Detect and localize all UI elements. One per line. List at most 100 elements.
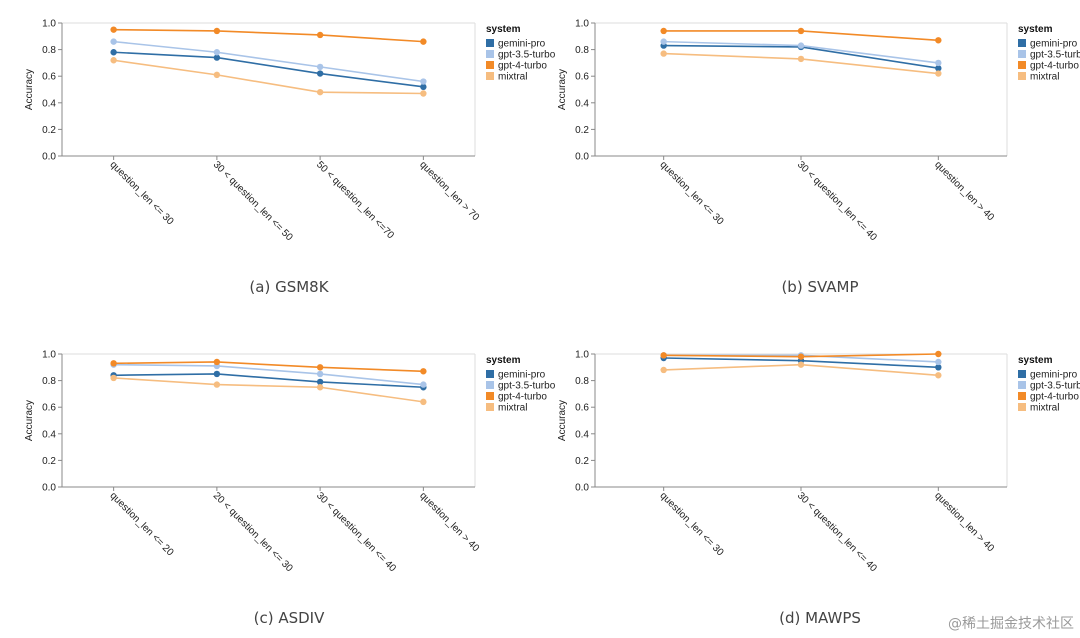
data-point-gpt-4-turbo xyxy=(213,358,221,366)
legend-entry-label: mixtral xyxy=(498,72,527,83)
legend-swatch-gpt-3.5-turbo xyxy=(1018,381,1026,389)
chart-panel-1: 0.0 0.2 0.4 0.6 0.8 1.0 Accuracy question_len <… xyxy=(24,19,556,297)
y-axis-label: Accuracy xyxy=(557,400,568,441)
data-point-gpt-4-turbo xyxy=(110,26,117,33)
y-tick-label: 0.2 xyxy=(575,125,589,136)
data-point-mixtral xyxy=(660,366,667,374)
data-point-gpt-3.5-turbo xyxy=(935,59,942,67)
y-tick-label: 0.8 xyxy=(575,376,589,387)
y-tick-label: 0.8 xyxy=(575,45,589,56)
x-tick-label: question_len <= 30 xyxy=(108,159,176,227)
legend-entry-label: gpt-4-turbo xyxy=(1030,61,1079,72)
legend-swatch-gpt-4-turbo xyxy=(486,392,494,400)
chart-caption: (c) ASDIV xyxy=(254,609,325,627)
legend: system gemini-progpt-3.5-turbogpt-4-turbo… xyxy=(1018,355,1080,414)
x-tick-label: 50 < question_len <=70 xyxy=(314,159,396,241)
x-tick-label: 30 < question_len <= 40 xyxy=(795,159,879,243)
y-tick-label: 0.0 xyxy=(575,152,589,163)
data-point-mixtral xyxy=(935,70,942,77)
y-axis-label: Accuracy xyxy=(557,69,568,110)
legend-swatch-mixtral xyxy=(1018,403,1026,411)
chart-panel-4: 0.0 0.2 0.4 0.6 0.8 1.0 Accuracy question_len <… xyxy=(557,350,1080,628)
x-tick-label: question_len > 40 xyxy=(932,159,996,223)
legend-swatch-mixtral xyxy=(486,403,494,411)
legend: system gemini-progpt-3.5-turbogpt-4-turbo… xyxy=(1018,24,1080,83)
data-point-gpt-4-turbo xyxy=(420,38,427,45)
legend-swatch-mixtral xyxy=(486,72,494,80)
data-point-gemini-pro xyxy=(213,54,221,61)
y-tick-label: 0.0 xyxy=(575,483,589,494)
y-tick-label: 0.0 xyxy=(42,483,56,494)
x-tick-label: question_len <= 30 xyxy=(658,490,726,558)
x-tick-label: question_len > 40 xyxy=(932,490,996,554)
y-tick-label: 1.0 xyxy=(575,19,589,30)
data-point-gemini-pro xyxy=(420,83,427,91)
legend-entry-label: gemini-pro xyxy=(1030,370,1078,381)
legend-entry-label: gpt-4-turbo xyxy=(498,392,547,403)
x-tick-label: 30 < question_len <= 40 xyxy=(314,490,398,574)
x-tick-label: 20 < question_len <= 30 xyxy=(211,490,295,574)
data-point-gpt-3.5-turbo xyxy=(110,38,117,45)
data-point-gpt-4-turbo xyxy=(316,31,324,39)
legend-swatch-mixtral xyxy=(1018,72,1026,80)
chart-panel-3: 0.0 0.2 0.4 0.6 0.8 1.0 Accuracy question_len <… xyxy=(24,350,556,628)
legend-swatch-gpt-3.5-turbo xyxy=(486,50,494,58)
data-point-gpt-4-turbo xyxy=(797,27,805,35)
legend-swatch-gpt-3.5-turbo xyxy=(486,381,494,389)
series-line-gpt-3.5-turbo xyxy=(113,363,424,386)
legend-swatch-gpt-4-turbo xyxy=(1018,61,1026,69)
legend-title: system xyxy=(1018,355,1053,366)
data-point-gemini-pro xyxy=(316,70,324,77)
legend-swatch-gpt-4-turbo xyxy=(486,61,494,69)
series-line-gpt-3.5-turbo xyxy=(113,40,424,83)
legend-entry-label: gpt-3.5-turbo xyxy=(498,50,556,61)
y-tick-label: 0.8 xyxy=(42,45,56,56)
data-point-mixtral xyxy=(110,57,117,64)
x-tick-label: 30 < question_len <= 40 xyxy=(795,490,879,574)
series-line-mixtral xyxy=(113,377,424,403)
chart-panel-2: 0.0 0.2 0.4 0.6 0.8 1.0 Accuracy question_len <… xyxy=(557,19,1080,297)
watermark-text: @稀土掘金技术社区 xyxy=(948,616,1074,632)
legend-swatch-gemini-pro xyxy=(1018,39,1026,47)
y-tick-label: 0.2 xyxy=(42,125,56,136)
data-point-mixtral xyxy=(213,71,221,79)
legend-title: system xyxy=(1018,24,1053,35)
data-point-gpt-4-turbo xyxy=(797,353,805,360)
data-point-mixtral xyxy=(797,361,805,368)
y-tick-label: 1.0 xyxy=(42,19,56,30)
legend: system gemini-progpt-3.5-turbogpt-4-turbo… xyxy=(486,355,556,414)
legend-swatch-gpt-3.5-turbo xyxy=(1018,50,1026,58)
data-point-mixtral xyxy=(420,398,427,406)
y-tick-label: 0.2 xyxy=(575,456,589,467)
y-tick-label: 0.2 xyxy=(42,456,56,467)
legend-swatch-gemini-pro xyxy=(486,39,494,47)
y-tick-label: 0.4 xyxy=(42,429,56,440)
data-point-gpt-4-turbo xyxy=(935,350,942,358)
legend-entry-label: gemini-pro xyxy=(1030,39,1078,50)
data-point-gpt-4-turbo xyxy=(660,27,667,35)
legend-entry-label: gpt-4-turbo xyxy=(1030,392,1079,403)
data-point-mixtral xyxy=(316,384,324,391)
data-point-mixtral xyxy=(316,88,324,96)
y-axis-label: Accuracy xyxy=(24,69,35,110)
y-tick-label: 1.0 xyxy=(575,350,589,361)
legend-entry-label: mixtral xyxy=(1030,403,1059,414)
data-point-mixtral xyxy=(935,372,942,379)
data-point-gemini-pro xyxy=(316,378,324,386)
chart-caption: (b) SVAMP xyxy=(781,278,858,296)
data-point-gpt-3.5-turbo xyxy=(660,38,667,45)
x-tick-label: question_len <= 20 xyxy=(108,490,176,558)
y-tick-label: 0.8 xyxy=(42,376,56,387)
chart-caption: (d) MAWPS xyxy=(779,609,861,627)
data-point-mixtral xyxy=(797,55,805,63)
x-tick-label: question_len <= 30 xyxy=(658,159,726,227)
y-tick-label: 0.6 xyxy=(575,72,589,83)
data-point-gpt-4-turbo xyxy=(420,368,427,375)
y-tick-label: 0.4 xyxy=(42,98,56,109)
x-tick-label: question_len > 70 xyxy=(417,159,481,223)
y-tick-label: 0.4 xyxy=(575,429,589,440)
data-point-gpt-3.5-turbo xyxy=(316,370,324,378)
data-point-mixtral xyxy=(110,374,117,382)
data-point-gemini-pro xyxy=(935,65,942,72)
